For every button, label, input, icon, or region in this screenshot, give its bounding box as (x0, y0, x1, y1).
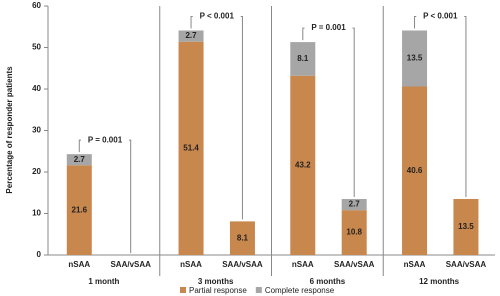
bar-segment (66, 154, 92, 166)
bar-segment (178, 41, 204, 255)
group-label: 3 months (198, 277, 234, 286)
legend-swatch (180, 287, 186, 293)
x-tick-label: nSAA (180, 260, 202, 269)
x-tick-label: nSAA (404, 260, 426, 269)
data-label: 8.1 (237, 233, 249, 242)
bar-segment (453, 198, 479, 255)
annotation-bg (80, 134, 129, 147)
y-tick-label: 60 (32, 1, 41, 10)
annotation-bg (192, 10, 241, 23)
y-tick-label: 10 (32, 209, 41, 218)
group-label: 12 months (419, 277, 460, 286)
bar-segment (402, 30, 428, 87)
y-tick-label: 0 (37, 250, 42, 259)
bar-segment (341, 198, 367, 211)
annotation: P < 0.001 (200, 12, 235, 21)
annotation: P = 0.001 (88, 135, 123, 144)
legend-label: Complete response (265, 286, 335, 295)
x-tick-label: nSAA (292, 260, 314, 269)
bar-segment (178, 30, 204, 42)
y-tick-label: 50 (32, 43, 41, 52)
annotation: P = 0.001 (311, 23, 346, 32)
annotation-bg (304, 22, 353, 35)
y-axis-label: Percentage of responder patients (5, 66, 14, 194)
group-label: 6 months (310, 277, 346, 286)
bar-segment (229, 221, 255, 255)
data-label: 51.4 (183, 143, 199, 152)
data-label: 40.6 (407, 166, 423, 175)
x-tick-label: nSAA (68, 260, 90, 269)
y-tick-label: 40 (32, 84, 41, 93)
bar-segment (290, 75, 316, 255)
bar-segment (290, 42, 316, 76)
data-label: 13.5 (458, 222, 474, 231)
y-tick-label: 20 (32, 167, 41, 176)
legend-swatch (255, 287, 262, 293)
bar-segment (66, 165, 92, 255)
data-label: 21.6 (72, 205, 88, 214)
data-label: 2.7 (349, 200, 361, 209)
x-tick-label: SAA/vSAA (110, 260, 151, 269)
x-tick-label: SAA/vSAA (446, 260, 487, 269)
bar-segment (402, 86, 428, 255)
annotation-bg (416, 10, 465, 23)
bar-segment (341, 210, 367, 255)
y-tick-label: 30 (32, 126, 41, 135)
data-label: 13.5 (407, 54, 423, 63)
data-label: 2.7 (74, 155, 86, 164)
legend-label: Partial response (189, 286, 247, 295)
data-label: 2.7 (185, 31, 197, 40)
annotation: P < 0.001 (423, 12, 458, 21)
x-tick-label: SAA/vSAA (334, 260, 375, 269)
data-label: 8.1 (297, 54, 309, 63)
x-tick-label: SAA/vSAA (222, 260, 263, 269)
data-label: 10.8 (346, 228, 362, 237)
data-label: 43.2 (295, 160, 311, 169)
group-label: 1 month (88, 277, 119, 286)
